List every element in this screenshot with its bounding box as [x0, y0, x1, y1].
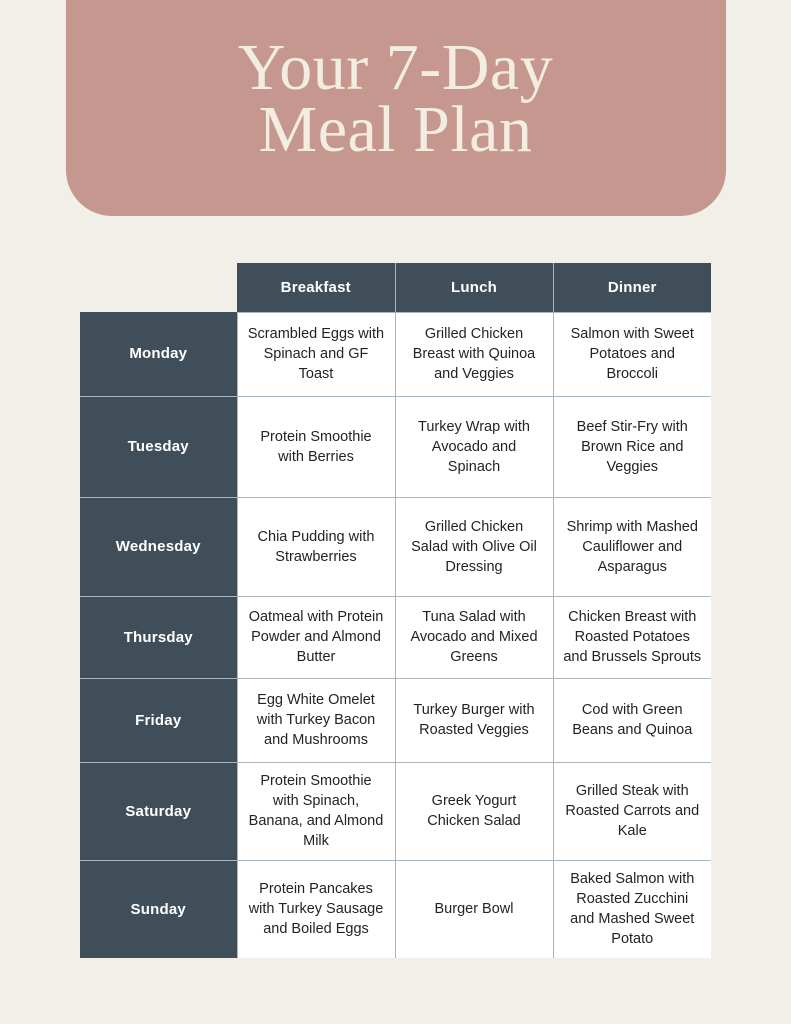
day-cell-wednesday: Wednesday — [79, 496, 238, 597]
table-row: Friday Egg White Omelet with Turkey Bacon… — [79, 677, 712, 763]
day-cell-friday: Friday — [79, 677, 238, 763]
meal-cell: Tuna Salad with Avocado and Mixed Greens — [394, 595, 554, 679]
meal-cell: Chicken Breast with Roasted Potatoes and… — [552, 595, 712, 679]
meal-cell: Egg White Omelet with Turkey Bacon and M… — [236, 677, 396, 763]
day-cell-sunday: Sunday — [79, 859, 238, 959]
meal-cell: Salmon with Sweet Potatoes and Broccoli — [552, 311, 712, 397]
meal-cell: Oatmeal with Protein Powder and Almond B… — [236, 595, 396, 679]
meal-cell: Shrimp with Mashed Cauliflower and Aspar… — [552, 496, 712, 597]
table-row: Thursday Oatmeal with Protein Powder and … — [79, 595, 712, 679]
table-row: Monday Scrambled Eggs with Spinach and GF… — [79, 311, 712, 397]
meal-cell: Scrambled Eggs with Spinach and GF Toast — [236, 311, 396, 397]
page-title-line1: Your 7-Day — [237, 30, 554, 104]
header-banner: Your 7-Day Meal Plan — [65, 0, 726, 216]
meal-cell: Baked Salmon with Roasted Zucchini and M… — [552, 859, 712, 959]
table-row: Saturday Protein Smoothie with Spinach, B… — [79, 761, 712, 861]
meal-cell: Burger Bowl — [394, 859, 554, 959]
day-cell-saturday: Saturday — [79, 761, 238, 861]
meal-cell: Turkey Wrap with Avocado and Spinach — [394, 395, 554, 498]
meal-cell: Chia Pudding with Strawberries — [236, 496, 396, 597]
day-cell-monday: Monday — [79, 311, 238, 397]
meal-cell: Grilled Steak with Roasted Carrots and K… — [552, 761, 712, 861]
corner-cell — [80, 263, 237, 312]
day-cell-thursday: Thursday — [79, 595, 238, 679]
table-row: Sunday Protein Pancakes with Turkey Sausa… — [79, 859, 712, 959]
table-row: Wednesday Chia Pudding with Strawberries G… — [79, 496, 712, 597]
meal-cell: Protein Smoothie with Spinach, Banana, a… — [236, 761, 396, 861]
column-header-row: Breakfast Lunch Dinner — [80, 262, 712, 313]
meal-cell: Cod with Green Beans and Quinoa — [552, 677, 712, 763]
meal-plan-table-container: Breakfast Lunch Dinner Monday Scrambled E… — [0, 262, 791, 959]
page-title: Your 7-Day Meal Plan — [238, 34, 553, 162]
day-cell-tuesday: Tuesday — [79, 395, 238, 498]
meal-cell: Protein Pancakes with Turkey Sausage and… — [236, 859, 396, 959]
meal-cell: Greek Yogurt Chicken Salad — [394, 761, 554, 861]
table-row: Tuesday Protein Smoothie with Berries Turk… — [79, 395, 712, 498]
meal-cell: Beef Stir-Fry with Brown Rice and Veggie… — [552, 395, 712, 498]
meal-cell: Grilled Chicken Salad with Olive Oil Dre… — [394, 496, 554, 597]
column-header-dinner: Dinner — [552, 262, 712, 313]
meal-cell: Protein Smoothie with Berries — [236, 395, 396, 498]
meal-cell: Turkey Burger with Roasted Veggies — [394, 677, 554, 763]
column-header-breakfast: Breakfast — [236, 262, 396, 313]
meal-plan-table: Breakfast Lunch Dinner Monday Scrambled E… — [79, 262, 712, 959]
page-title-line2: Meal Plan — [258, 93, 533, 166]
meal-cell: Grilled Chicken Breast with Quinoa and V… — [394, 311, 554, 397]
column-header-lunch: Lunch — [394, 262, 554, 313]
